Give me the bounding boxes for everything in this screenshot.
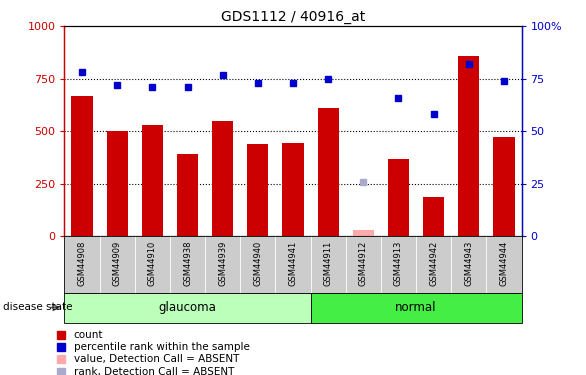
Text: GSM44939: GSM44939: [218, 241, 227, 286]
Text: GSM44910: GSM44910: [148, 241, 157, 286]
Bar: [142, 125, 163, 236]
Bar: [353, 230, 374, 236]
Text: GSM44913: GSM44913: [394, 241, 403, 286]
Bar: [311, 292, 522, 322]
Bar: [64, 292, 311, 322]
Text: glaucoma: glaucoma: [159, 301, 216, 314]
Text: GSM44942: GSM44942: [429, 241, 438, 286]
Text: value, Detection Call = ABSENT: value, Detection Call = ABSENT: [74, 354, 239, 364]
Text: GSM44944: GSM44944: [499, 241, 509, 286]
Text: GSM44940: GSM44940: [253, 241, 263, 286]
Text: GSM44938: GSM44938: [183, 241, 192, 286]
Text: GSM44909: GSM44909: [113, 241, 122, 286]
Text: GSM44943: GSM44943: [464, 241, 473, 286]
Bar: [71, 96, 93, 236]
Text: count: count: [74, 330, 103, 340]
Bar: [177, 154, 198, 236]
Title: GDS1112 / 40916_at: GDS1112 / 40916_at: [221, 10, 365, 24]
Text: percentile rank within the sample: percentile rank within the sample: [74, 342, 250, 352]
Text: GSM44941: GSM44941: [288, 241, 298, 286]
Text: normal: normal: [396, 301, 437, 314]
Text: disease state: disease state: [3, 303, 73, 312]
Bar: [493, 136, 515, 236]
Bar: [107, 131, 128, 236]
Text: GSM44912: GSM44912: [359, 241, 368, 286]
Text: GSM44911: GSM44911: [323, 241, 333, 286]
Bar: [318, 108, 339, 236]
Bar: [247, 144, 268, 236]
Bar: [458, 56, 479, 236]
Bar: [282, 143, 304, 236]
Bar: [423, 197, 444, 236]
Bar: [212, 121, 233, 236]
Text: GSM44908: GSM44908: [77, 241, 87, 286]
Bar: [388, 159, 409, 236]
Text: rank, Detection Call = ABSENT: rank, Detection Call = ABSENT: [74, 367, 234, 375]
